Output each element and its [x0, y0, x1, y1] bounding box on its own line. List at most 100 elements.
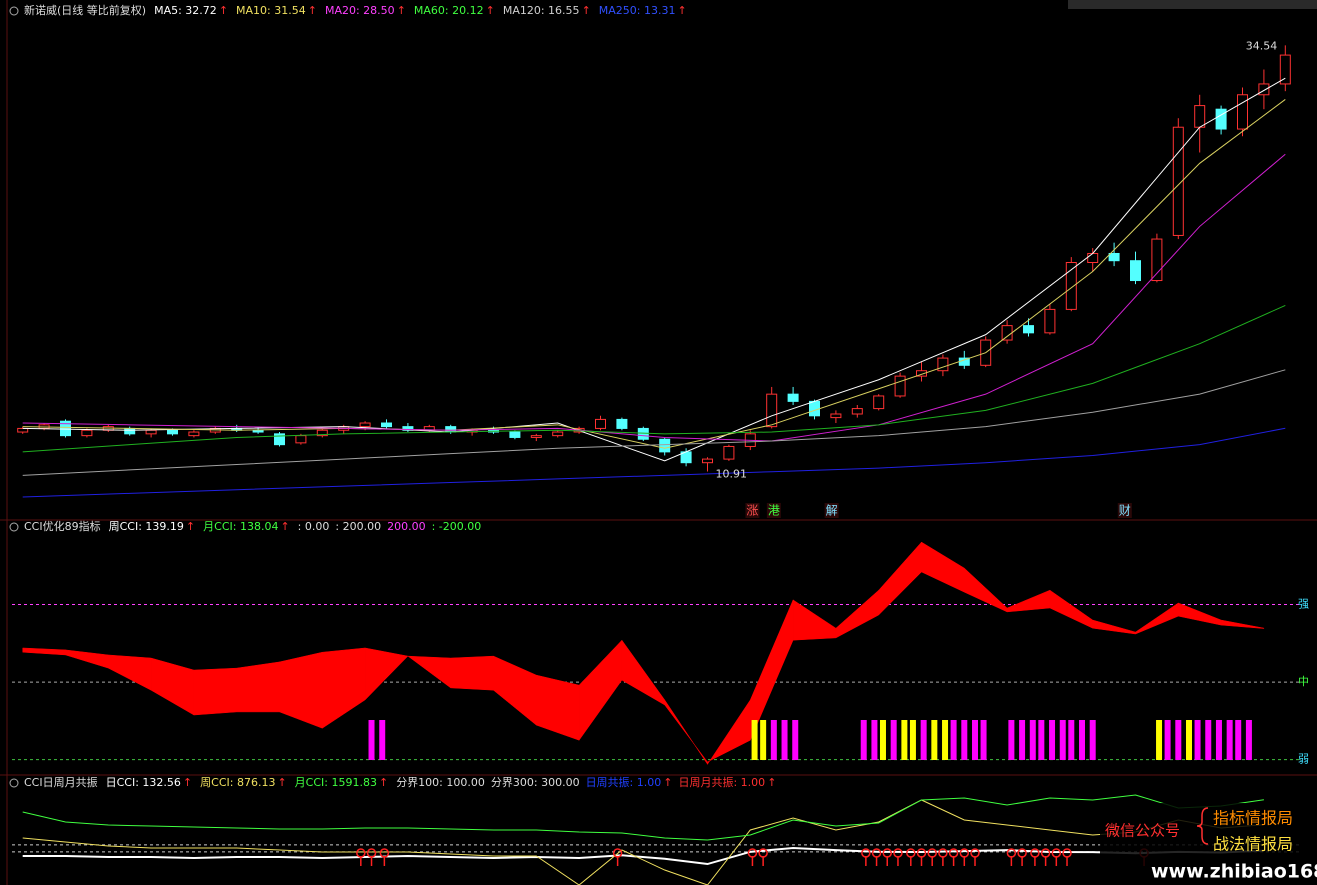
cci-band — [364, 647, 409, 701]
signal-marker — [356, 848, 366, 858]
header-text: 周CCI: 876.13 — [200, 776, 275, 789]
header-text: 月CCI: 1591.83 — [295, 776, 377, 789]
signal-bar — [1175, 720, 1182, 760]
watermark-wechat: 微信公众号 — [1105, 822, 1180, 840]
header-text: : -200.00 — [432, 520, 482, 533]
cci-band — [664, 699, 708, 766]
header-icon — [9, 522, 19, 532]
signal-bar — [1245, 720, 1252, 760]
cci-band — [1006, 589, 1051, 613]
watermark-name: 指标情报局 — [1213, 809, 1293, 828]
ma-line — [22, 369, 1286, 476]
header-text: ↑ — [678, 4, 687, 17]
signal-bar — [901, 720, 908, 760]
signal-bar — [1079, 720, 1085, 760]
level-label: 中 — [1298, 675, 1309, 688]
header-text: MA20: 28.50 — [325, 4, 395, 17]
candle-body — [1087, 252, 1099, 264]
signal-bar — [961, 720, 968, 760]
cci-band — [493, 655, 537, 726]
cci-band — [108, 654, 152, 691]
signal-bar — [368, 720, 375, 760]
signal-marker — [906, 848, 916, 858]
watermark-name: 战法情报局 — [1213, 835, 1293, 854]
cci-band — [407, 655, 451, 689]
signal-bar — [871, 720, 878, 760]
cci-band — [236, 661, 280, 713]
cci-band — [835, 589, 879, 639]
cci-line — [22, 794, 1264, 841]
cci-band — [707, 699, 751, 766]
candle-body — [295, 435, 307, 444]
candle-body — [1065, 262, 1077, 310]
ma-line — [22, 77, 1286, 462]
candle-body — [809, 400, 820, 417]
signal-bar — [792, 720, 799, 760]
candle-body — [659, 438, 671, 453]
signal-marker — [927, 848, 937, 858]
signal-bar — [379, 720, 386, 760]
signal-bar — [931, 720, 938, 760]
header-text: MA120: 16.55 — [503, 4, 580, 17]
watermark-brace — [1196, 807, 1209, 845]
candle-body — [830, 413, 842, 419]
candle-body — [637, 427, 649, 440]
cci-band — [964, 567, 1008, 613]
signal-bar — [1089, 720, 1096, 760]
candle-body — [595, 418, 606, 429]
header-text: MA10: 31.54 — [236, 4, 306, 17]
header-icon — [9, 6, 19, 16]
signal-bar — [1029, 720, 1036, 760]
candle-body — [851, 408, 863, 415]
header-text: ↑ — [277, 776, 286, 789]
signal-bar — [760, 720, 767, 760]
header-text: 日周共振: 1.00 — [586, 775, 662, 789]
candle-body — [1108, 252, 1120, 262]
cci-band — [322, 647, 366, 729]
header-text: ↑ — [486, 4, 495, 17]
signal-marker — [893, 848, 903, 858]
cci-line — [22, 847, 1264, 866]
candle-body — [766, 393, 778, 428]
signal-bar — [770, 720, 777, 760]
ma-line — [22, 304, 1286, 453]
candle-body — [916, 370, 927, 377]
candle-body — [359, 422, 371, 428]
header-text: 分界300: 300.00 — [491, 776, 580, 789]
header-text: MA250: 13.31 — [599, 4, 676, 17]
candle-body — [702, 458, 713, 464]
candle-body — [1001, 325, 1013, 341]
header-text: ↑ — [186, 520, 195, 533]
signal-bar — [751, 720, 758, 760]
candle-body — [274, 433, 285, 446]
header-text: 分界100: 100.00 — [396, 776, 485, 789]
header-text: ↑ — [397, 4, 406, 17]
event-label: 解 — [826, 504, 838, 518]
candle-body — [616, 418, 628, 429]
cci-band — [921, 541, 965, 593]
candle-body — [1044, 308, 1056, 334]
watermark-bg — [1100, 803, 1317, 885]
header-text: 周CCI: 139.19 — [109, 520, 184, 533]
signal-marker — [861, 848, 871, 858]
cci-band — [65, 649, 109, 669]
cci-band — [536, 674, 580, 741]
signal-bar — [1049, 720, 1056, 760]
watermark-url: www.zhibiao168.com — [1151, 861, 1317, 883]
signal-bar — [1164, 720, 1171, 760]
event-label: 涨 — [746, 503, 758, 518]
cci-band — [1135, 602, 1179, 635]
candle-body — [873, 395, 885, 410]
header-text: : 0.00 — [298, 520, 330, 533]
candle-body — [1279, 54, 1291, 85]
signal-marker — [366, 848, 377, 858]
signal-bar — [920, 720, 927, 760]
cci-band — [1049, 589, 1093, 629]
candle-body — [188, 431, 200, 437]
cci-band — [621, 639, 665, 706]
signal-bar — [1194, 720, 1201, 760]
signal-bar — [1215, 720, 1222, 760]
header-text: 200.00 — [387, 520, 426, 533]
event-label: 港 — [768, 504, 780, 518]
cci-band — [22, 647, 66, 656]
